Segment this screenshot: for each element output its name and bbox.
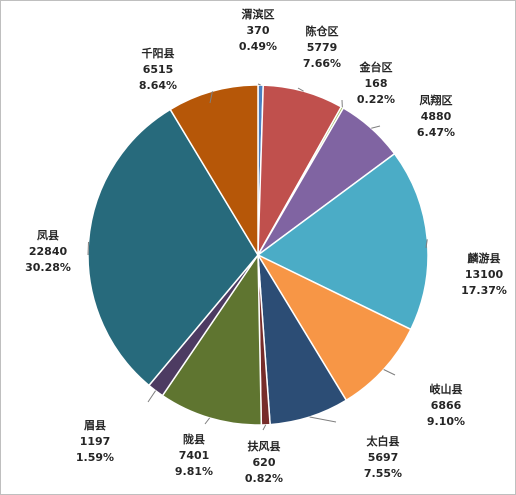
slice-label-percent: 0.22%	[357, 93, 395, 106]
leader-line	[204, 417, 211, 425]
slice-label-percent: 9.10%	[427, 415, 465, 428]
slice-label-value: 6515	[143, 63, 174, 76]
slice-label-value: 1197	[80, 435, 111, 448]
slice-label-name: 眉县	[84, 419, 106, 432]
slice-label-value: 168	[365, 77, 388, 90]
leader-line	[309, 416, 337, 423]
slice-label-percent: 0.49%	[239, 40, 277, 53]
slice-label-name: 陇县	[183, 432, 205, 446]
slice-label: 眉县 1197 1.59%	[76, 419, 114, 464]
slice-label-name: 麟游县	[468, 251, 501, 265]
slice-label-name: 太白县	[366, 434, 400, 448]
slice-label-name: 金台区	[359, 60, 393, 74]
slice-label-value: 13100	[465, 268, 504, 281]
slice-label: 凤县 22840 30.28%	[25, 229, 71, 274]
slice-label-percent: 8.64%	[139, 79, 177, 92]
leader-line	[383, 369, 396, 376]
slice-label-value: 370	[247, 24, 270, 37]
slice-label-percent: 7.55%	[364, 467, 402, 480]
slice-label-name: 扶风县	[248, 439, 281, 453]
leader-line	[147, 390, 156, 403]
slice-label-name: 千阳县	[142, 46, 175, 60]
slice-label: 千阳县 6515 8.64%	[139, 46, 177, 92]
slice-label: 麟游县 13100 17.37%	[461, 251, 507, 297]
slice-label: 扶风县 620 0.82%	[245, 439, 283, 485]
slice-label-percent: 30.28%	[25, 261, 71, 274]
slice-label-percent: 1.59%	[76, 451, 114, 464]
slice-label-percent: 7.66%	[303, 57, 341, 70]
leader-line	[425, 239, 428, 249]
slice-label-percent: 0.82%	[245, 472, 283, 485]
leader-line	[257, 83, 261, 86]
pie-slice	[256, 253, 412, 402]
leader-line	[87, 241, 90, 256]
slice-label-value: 4880	[421, 110, 452, 123]
slice-label-value: 7401	[179, 449, 210, 462]
slice-label: 渭滨区 370 0.49%	[239, 7, 277, 53]
leader-line	[262, 424, 267, 431]
pie-slice	[256, 152, 429, 331]
slice-label-value: 620	[253, 456, 276, 469]
slice-label-value: 6866	[431, 399, 462, 412]
slice-label-name: 岐山县	[430, 382, 463, 396]
leader-line	[371, 125, 381, 129]
slice-label: 陈仓区 5779 7.66%	[303, 24, 341, 70]
slice-label: 金台区 168 0.22%	[357, 60, 395, 106]
slice-label: 太白县 5697 7.55%	[364, 434, 402, 480]
slice-label-value: 5697	[368, 451, 399, 464]
slice-label-name: 凤翔区	[420, 93, 453, 107]
slice-label-name: 凤县	[37, 229, 59, 242]
slice-label-percent: 9.81%	[175, 465, 213, 478]
slice-label: 凤翔区 4880 6.47%	[417, 93, 455, 139]
slice-label-name: 陈仓区	[306, 24, 339, 38]
slice-label-percent: 6.47%	[417, 126, 455, 139]
slice-label-value: 22840	[29, 245, 68, 258]
leader-line	[297, 87, 304, 92]
slice-label-percent: 17.37%	[461, 284, 507, 297]
slice-label-name: 渭滨区	[242, 7, 275, 21]
slice-label: 岐山县 6866 9.10%	[427, 382, 465, 428]
slice-label: 陇县 7401 9.81%	[175, 432, 213, 478]
slice-label-value: 5779	[307, 41, 338, 54]
leader-line	[209, 91, 213, 104]
